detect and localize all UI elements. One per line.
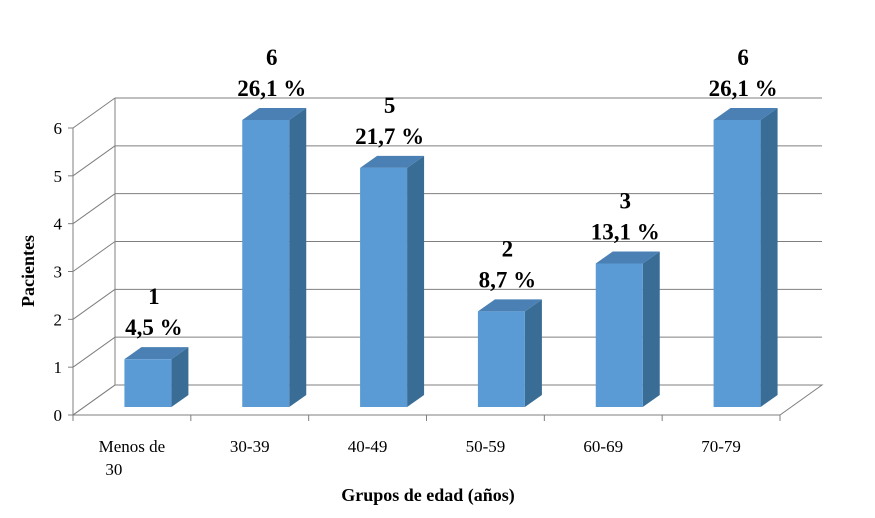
bar bbox=[124, 347, 189, 407]
bar-front bbox=[713, 120, 761, 407]
x-tick-labels: Menos de 30 30-39 40-49 50-59 60-69 70-79 bbox=[99, 437, 741, 479]
y-tick-label: 3 bbox=[54, 263, 63, 282]
data-label-count: 2 bbox=[502, 236, 514, 261]
x-axis-title: Grupos de edad (años) bbox=[341, 485, 515, 506]
y-tick-label: 2 bbox=[54, 310, 63, 329]
bar-front bbox=[595, 263, 643, 407]
bar-front bbox=[477, 311, 525, 407]
bars bbox=[124, 108, 778, 407]
bar-front bbox=[242, 120, 290, 407]
gridline-side-4 bbox=[72, 193, 116, 225]
y-tick-label: 5 bbox=[54, 167, 63, 186]
y-tick-label: 4 bbox=[54, 215, 63, 234]
x-tick-label: 50-59 bbox=[466, 437, 506, 456]
bar-side bbox=[407, 155, 425, 407]
y-tick-labels: 0 1 2 3 4 5 6 bbox=[54, 119, 63, 425]
bar-top bbox=[477, 299, 542, 312]
y-axis-title: Pacientes bbox=[18, 235, 38, 307]
bar bbox=[360, 155, 425, 407]
data-label-count: 5 bbox=[384, 93, 396, 118]
data-label-percent: 4,5 % bbox=[125, 315, 183, 340]
data-label-percent: 21,7 % bbox=[355, 124, 424, 149]
gridline-side-5 bbox=[72, 145, 116, 177]
data-label-count: 3 bbox=[620, 189, 632, 214]
y-tick-label: 0 bbox=[54, 406, 63, 425]
gridline-side-3 bbox=[72, 241, 116, 272]
bar-front bbox=[360, 167, 408, 407]
bar-top bbox=[595, 251, 660, 264]
data-label-percent: 13,1 % bbox=[591, 220, 660, 245]
data-labels: 1 4,5 % 6 26,1 % 5 21,7 % 2 8,7 % 3 13,1 % 6 26,1 % bbox=[125, 45, 777, 340]
data-label-count: 6 bbox=[266, 45, 278, 70]
bar bbox=[713, 108, 778, 407]
gridline-side-2 bbox=[72, 288, 116, 320]
bar bbox=[477, 299, 542, 407]
axes bbox=[68, 127, 781, 421]
x-tick-label: 30-39 bbox=[230, 437, 270, 456]
bar bbox=[242, 108, 307, 407]
gridline-side-6 bbox=[72, 97, 116, 129]
y-tick-label: 6 bbox=[54, 119, 63, 138]
x-tick-label: 30 bbox=[105, 460, 122, 479]
x-tick-label: 70-79 bbox=[701, 437, 741, 456]
x-tick-label: Menos de bbox=[99, 437, 166, 456]
x-tick-label: 60-69 bbox=[583, 437, 623, 456]
gridlines bbox=[71, 97, 824, 416]
bar bbox=[595, 251, 660, 407]
bar-top bbox=[713, 108, 778, 120]
data-label-percent: 26,1 % bbox=[709, 76, 778, 101]
bar-top bbox=[124, 347, 189, 360]
bar-side bbox=[524, 299, 542, 407]
bar-top bbox=[360, 155, 425, 168]
data-label-count: 1 bbox=[148, 284, 160, 309]
y-tick-label: 1 bbox=[54, 358, 63, 377]
gridline-side-1 bbox=[72, 336, 116, 368]
bar-side bbox=[289, 108, 307, 407]
bar-side bbox=[171, 347, 189, 407]
bar-side bbox=[760, 108, 778, 407]
data-label-count: 6 bbox=[737, 45, 749, 70]
data-label-percent: 26,1 % bbox=[237, 76, 306, 101]
bar-front bbox=[124, 359, 172, 407]
data-label-percent: 8,7 % bbox=[479, 267, 537, 292]
bar-side bbox=[642, 251, 660, 407]
x-tick-label: 40-49 bbox=[348, 437, 388, 456]
bar-top bbox=[242, 108, 307, 120]
